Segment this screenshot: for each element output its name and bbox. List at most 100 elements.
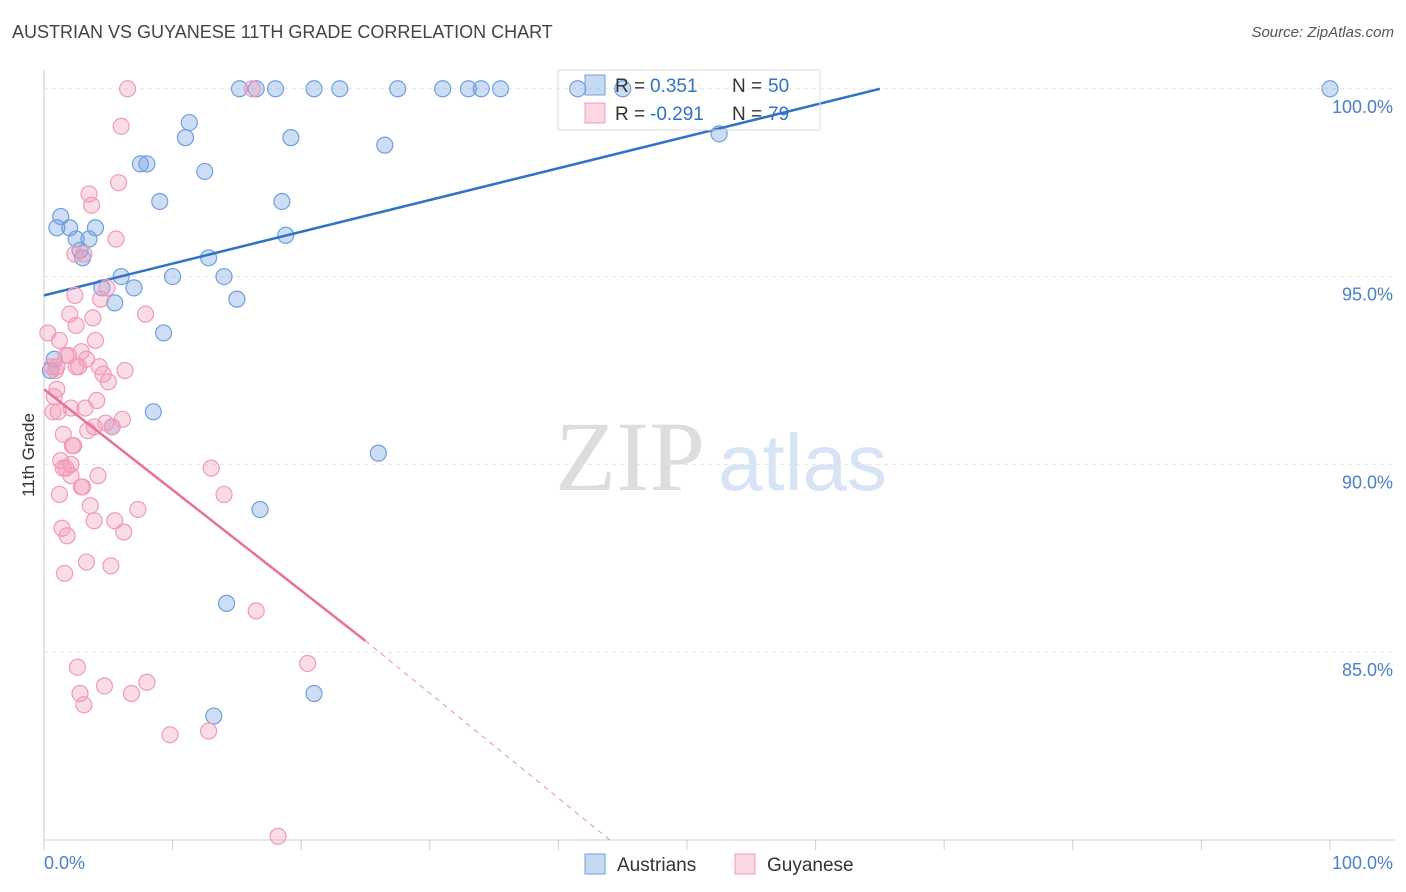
data-point [218,594,236,612]
data-point [50,331,69,350]
data-point [138,673,156,691]
data-point [125,279,143,297]
data-point [164,267,182,286]
data-point [116,361,134,380]
source-label: Source: ZipAtlas.com [1251,24,1394,41]
data-point [55,564,74,582]
data-point [251,500,269,519]
trend-line [43,87,881,297]
data-point [66,286,84,304]
y-tick-label: 90.0% [1342,472,1393,492]
watermark-zip: ZIP [555,401,705,512]
data-point [243,80,261,98]
data-point [305,684,323,703]
data-point [107,230,125,248]
data-point [472,80,490,98]
data-point [77,350,96,368]
legend-n-label: N = [732,76,762,97]
legend-n-value: 50 [768,76,789,97]
data-point [57,346,75,365]
data-point [180,113,198,132]
trend-extension [365,640,611,841]
data-point [62,467,80,485]
legend-r-label: R = [615,104,645,125]
data-point [106,512,124,530]
data-point [82,196,101,214]
data-point [215,485,233,504]
data-point [266,80,285,98]
data-point [376,136,394,154]
data-point [273,192,291,211]
data-point [136,305,155,323]
data-point [154,324,173,342]
data-point [48,219,66,237]
data-point [569,80,587,98]
data-point [491,80,510,98]
data-point [54,425,72,443]
data-point [247,602,265,620]
data-point [44,403,62,421]
legend-r-value: 0.351 [650,76,698,97]
legend-r-value: -0.291 [650,104,704,125]
data-point [72,478,90,496]
data-point [434,80,452,98]
data-point [48,380,66,398]
data-point [99,373,117,391]
data-point [67,316,85,335]
data-point [66,245,84,263]
legend-r-label: R = [615,76,645,97]
data-point [151,192,169,211]
bottom-legend-label: Guyanese [767,855,854,876]
y-tick-label: 100.0% [1332,97,1393,117]
data-point [46,361,65,380]
data-point [129,500,147,519]
data-point [389,80,407,98]
bottom-legend-swatch [584,853,606,875]
data-point [109,174,128,192]
y-tick-label: 95.0% [1342,285,1393,305]
data-point [331,80,349,98]
data-point [50,485,69,504]
bottom-legend-swatch [734,853,756,875]
legend-n-label: N = [732,104,762,125]
data-point [282,129,300,147]
y-axis-label: 11th Grade [19,413,38,497]
data-point [369,444,387,462]
data-point [67,230,85,248]
data-point [122,684,141,703]
data-point [52,207,70,226]
data-point [71,684,89,703]
data-point [75,245,93,263]
data-point [85,512,103,530]
data-point [68,658,87,676]
data-point [305,80,323,98]
data-point [81,497,99,515]
legend-swatch [584,74,606,96]
y-tick-label: 85.0% [1342,660,1393,680]
data-point [58,527,76,545]
x-tick-label: 0.0% [44,853,85,873]
data-point [228,290,246,308]
data-point [102,557,120,575]
data-point [90,358,108,376]
data-point [196,162,214,181]
bottom-legend-label: Austrians [617,855,696,876]
data-point [75,696,93,714]
x-tick-label: 100.0% [1332,853,1393,873]
data-point [161,726,179,744]
data-point [131,155,150,173]
data-point [202,459,220,477]
data-point [230,80,249,98]
data-point [138,155,156,173]
watermark-atlas: atlas [718,418,887,507]
trend-line [43,388,367,642]
data-point [115,523,133,541]
data-point [77,553,96,571]
data-point [86,219,105,237]
data-point [269,827,287,845]
data-point [205,707,223,725]
chart-title: AUSTRIAN VS GUYANESE 11TH GRADE CORRELAT… [12,22,553,42]
data-point [86,331,105,350]
data-point [84,309,102,327]
